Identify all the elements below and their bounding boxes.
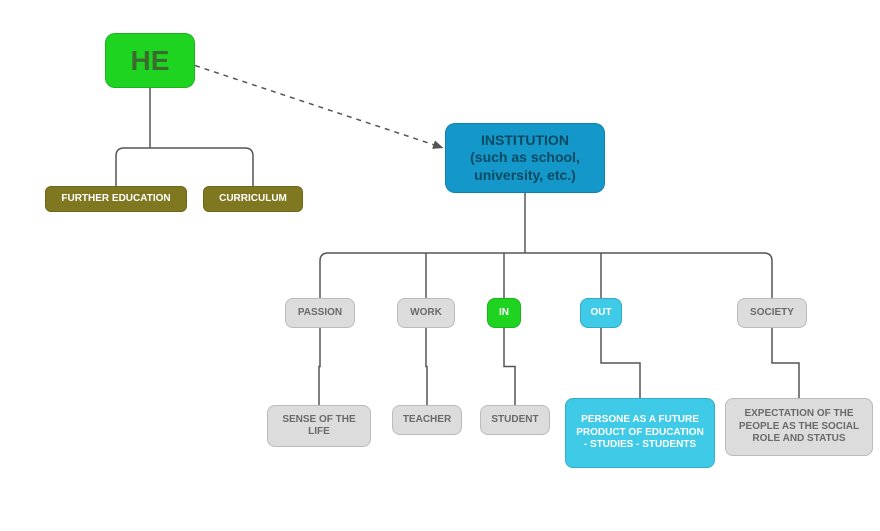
node-out: OUT [580,298,622,328]
node-label-student: STUDENT [491,414,538,427]
node-label-sense: SENSE OF THE LIFE [276,414,362,439]
node-further_education: FURTHER EDUCATION [45,186,187,212]
node-label-teacher: TEACHER [403,414,451,427]
node-work: WORK [397,298,455,328]
node-he: HE [105,33,195,88]
node-label-persone: PERSONE AS A FUTURE PRODUCT OF EDUCATION… [574,414,706,452]
node-label-curriculum: CURRICULUM [219,193,287,206]
node-institution: INSTITUTION (such as school, university,… [445,123,605,193]
node-label-out: OUT [590,307,611,320]
node-teacher: TEACHER [392,405,462,435]
node-curriculum: CURRICULUM [203,186,303,212]
node-label-society: SOCIETY [750,307,794,320]
node-label-in: IN [499,307,509,320]
node-label-expectation: EXPECTATION OF THE PEOPLE AS THE SOCIAL … [734,408,864,446]
node-passion: PASSION [285,298,355,328]
node-in: IN [487,298,521,328]
node-label-institution: INSTITUTION (such as school, university,… [470,132,580,185]
node-sense: SENSE OF THE LIFE [267,405,371,447]
node-expectation: EXPECTATION OF THE PEOPLE AS THE SOCIAL … [725,398,873,456]
node-society: SOCIETY [737,298,807,328]
node-label-work: WORK [410,307,442,320]
node-label-he: HE [131,43,170,78]
node-label-passion: PASSION [298,307,342,320]
node-persone: PERSONE AS A FUTURE PRODUCT OF EDUCATION… [565,398,715,468]
node-label-further_education: FURTHER EDUCATION [61,193,170,206]
node-student: STUDENT [480,405,550,435]
